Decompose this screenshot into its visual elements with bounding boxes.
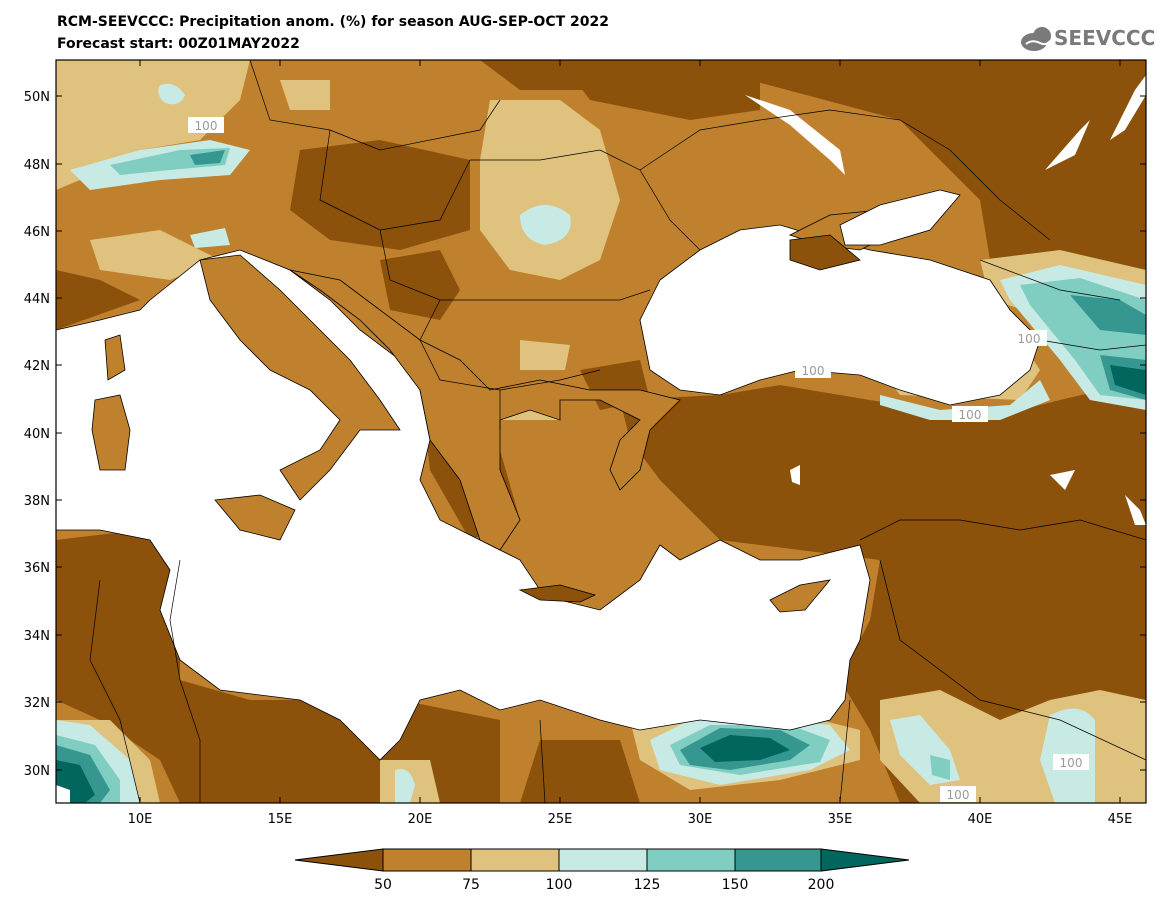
sea-of-azov — [839, 189, 961, 246]
lake — [1125, 495, 1146, 525]
lat-label: 50N — [24, 90, 50, 105]
colorbar: 50 75 100 125 150 200 — [294, 848, 910, 893]
balkan-coast — [289, 269, 681, 551]
colorbar-label: 75 — [462, 877, 480, 893]
lat-label: 40N — [24, 427, 50, 442]
contour-label: 100 — [1018, 332, 1041, 346]
lat-label: 48N — [24, 158, 50, 173]
forecast-start: Forecast start: 00Z01MAY2022 — [57, 36, 300, 52]
black-sea — [639, 224, 1041, 406]
lake — [56, 785, 70, 803]
lat-label: 38N — [24, 494, 50, 509]
anomaly-above-200 — [700, 735, 790, 762]
anomaly-75-100 — [56, 60, 250, 190]
anomaly-100-125 — [880, 380, 1050, 420]
anomaly-below-50 — [560, 60, 760, 120]
lon-label: 35E — [828, 812, 853, 827]
lon-label: 40E — [968, 812, 993, 827]
contour-label: 100 — [959, 408, 982, 422]
colorbar-label: 200 — [808, 877, 835, 893]
country-borders — [89, 60, 1146, 803]
crimea-peninsula — [789, 234, 861, 271]
contour-label: 100 — [947, 788, 970, 802]
lat-label: 42N — [24, 359, 50, 374]
anomaly-75-100 — [90, 230, 220, 280]
corsica — [104, 334, 126, 381]
lat-label: 32N — [24, 696, 50, 711]
anomaly-75-100 — [520, 340, 570, 370]
cloud-icon — [1021, 27, 1051, 51]
cyprus — [769, 579, 831, 613]
lat-label: 34N — [24, 629, 50, 644]
anomaly-75-100 — [280, 80, 330, 110]
anomaly-100-125 — [395, 769, 415, 803]
sicily — [214, 494, 296, 541]
lon-label: 15E — [268, 812, 293, 827]
contour-label: 100 — [1060, 756, 1083, 770]
colorbar-label: 50 — [374, 877, 392, 893]
anomaly-below-50 — [520, 740, 640, 803]
lake — [790, 465, 800, 485]
anomaly-field: 100 100 100 100 100 100 — [56, 60, 1146, 803]
anomaly-above-200 — [1110, 365, 1146, 395]
lon-label: 45E — [1108, 812, 1133, 827]
contour-label: 100 — [802, 364, 825, 378]
anomaly-150-200 — [1070, 295, 1146, 335]
seevccc-logo — [1021, 27, 1051, 51]
colorbar-label: 125 — [634, 877, 661, 893]
logo-text: SEEVCCC — [1054, 26, 1156, 50]
colorbar-label: 100 — [546, 877, 573, 893]
lat-label: 46N — [24, 225, 50, 240]
anomaly-75-100 — [480, 100, 620, 280]
anomaly-below-50 — [250, 60, 1146, 300]
lat-label: 44N — [24, 292, 50, 307]
anomaly-below-50 — [620, 380, 1146, 803]
lon-label: 30E — [688, 812, 713, 827]
sardinia — [91, 394, 131, 471]
anomaly-150-200 — [190, 150, 225, 165]
lat-label: 30N — [24, 764, 50, 779]
contour-label: 100 — [195, 119, 218, 133]
crete — [518, 584, 597, 603]
lon-label: 25E — [548, 812, 573, 827]
anomaly-below-50 — [380, 250, 460, 320]
mediterranean-sea — [56, 249, 871, 761]
anomaly-100-125 — [520, 205, 571, 245]
anomaly-100-125 — [158, 83, 185, 105]
lon-label: 20E — [408, 812, 433, 827]
lake — [1110, 75, 1146, 140]
lake — [1050, 470, 1075, 490]
anomaly-125-150 — [930, 755, 950, 780]
map-frame — [55, 59, 1147, 804]
lon-label: 10E — [128, 812, 153, 827]
lake — [1045, 120, 1090, 170]
lat-label: 36N — [24, 561, 50, 576]
map-title: RCM-SEEVCCC: Precipitation anom. (%) for… — [57, 14, 609, 30]
tyrrhenian-coast-italy — [199, 254, 401, 501]
latitude-axis: 50N 48N 46N 44N 42N 40N 38N 36N 34N 32N 30N — [24, 90, 1146, 779]
anomaly-below-50 — [56, 270, 140, 330]
colorbar-label: 150 — [722, 877, 749, 893]
anomaly-100-125 — [190, 228, 230, 248]
contour-labels: 100 100 100 100 100 100 — [188, 117, 1089, 802]
longitude-axis: 10E 15E 20E 25E 30E 35E 40E 45E — [128, 60, 1133, 827]
